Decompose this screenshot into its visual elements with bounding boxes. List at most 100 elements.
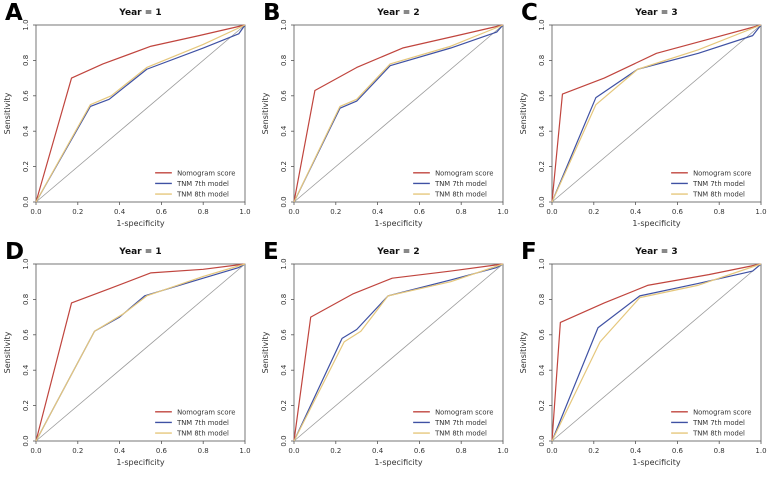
panel-letter-d: D [5, 239, 25, 265]
panel-letter-a: A [5, 0, 23, 26]
roc-curve-nomogram-score [551, 263, 762, 442]
roc-curve-nomogram-score [551, 24, 762, 203]
x-tick-label: 1.0 [497, 447, 508, 455]
legend-label: Nomogram score [177, 408, 235, 416]
x-tick-label: 0.4 [372, 208, 384, 216]
x-tick-label: 0.8 [714, 447, 725, 455]
diagonal-reference-line [551, 263, 762, 442]
diagonal-reference-line [293, 24, 504, 203]
x-tick-label: 0.8 [198, 447, 209, 455]
x-axis-label: 1-specificity [374, 219, 423, 228]
x-tick-label: 1.0 [755, 208, 766, 216]
y-tick-label: 0.4 [280, 364, 288, 376]
panel-e: E Year = 2 0.0 0.0 0.2 0.2 0.4 0.4 0.6 0.6 0.8 0.8… [258, 239, 516, 478]
roc-curve-tnm-8th-model [551, 263, 762, 442]
x-tick-label: 0.2 [588, 447, 599, 455]
plot-box [293, 263, 504, 442]
y-tick-label: 0.4 [280, 125, 288, 137]
y-tick-label: 0.0 [280, 435, 288, 446]
x-tick-label: 0.6 [672, 208, 684, 216]
roc-plot-e: Year = 2 0.00.0 0.2 0.2 0.4 0.4 0.6 0.6 0.8 0.8 1.… [261, 247, 509, 467]
legend-label: TNM 8th model [434, 430, 487, 438]
panel-letter-b: B [263, 0, 281, 26]
y-tick-label: 0.8 [22, 55, 30, 66]
y-axis-label: Sensitivity [519, 331, 528, 373]
y-tick-label: 0.0 [538, 435, 546, 446]
legend-label: Nomogram score [435, 408, 493, 416]
y-tick-label: 0.6 [538, 90, 546, 102]
x-tick-label: 0.4 [114, 208, 126, 216]
y-tick-label: 1.0 [280, 258, 288, 269]
panel-c: C Year = 3 0.0 0.0 0.2 0.2 0.4 0.4 0.6 0.6 0.8 0.8… [516, 0, 774, 239]
x-tick-label: 0.6 [156, 447, 168, 455]
y-tick-label: 0.6 [280, 329, 288, 341]
y-tick-label: 0.8 [22, 294, 30, 305]
y-tick-label: 0.4 [22, 125, 30, 137]
plot-title: Year = 3 [634, 247, 677, 257]
x-tick-label: 0.4 [372, 447, 384, 455]
x-tick-label: 0.0 [546, 208, 557, 216]
panel-b: B Year = 2 0.0 0.0 0.2 0.2 0.4 0.4 0.6 0.6 0.8 0.8… [258, 0, 516, 239]
legend-label: Nomogram score [693, 169, 751, 177]
roc-plot-c: Year = 3 0.00.0 0.2 0.2 0.4 0.4 0.6 0.6 0.8 0.8 1.… [519, 8, 767, 228]
diagonal-reference-line [35, 24, 246, 203]
plot-box [551, 263, 762, 442]
legend-label: TNM 7th model [692, 180, 745, 188]
diagonal-reference-line [293, 263, 504, 442]
roc-curve-nomogram-score [35, 24, 246, 203]
x-tick-label: 0.0 [30, 208, 41, 216]
legend-label: TNM 8th model [176, 430, 229, 438]
legend-label: TNM 8th model [176, 191, 229, 199]
roc-curve-nomogram-score [35, 263, 246, 442]
roc-plot-d: Year = 1 0.00.0 0.2 0.2 0.4 0.4 0.6 0.6 0.8 0.8 1.… [3, 247, 251, 467]
y-tick-label: 1.0 [22, 19, 30, 30]
legend-label: TNM 8th model [692, 430, 745, 438]
y-tick-label: 1.0 [538, 258, 546, 269]
y-tick-label: 0.6 [22, 329, 30, 341]
x-tick-label: 0.4 [630, 447, 642, 455]
x-axis-label: 1-specificity [116, 458, 165, 467]
x-tick-label: 0.4 [114, 447, 126, 455]
y-tick-label: 0.0 [22, 435, 30, 446]
legend-label: TNM 8th model [434, 191, 487, 199]
roc-curve-tnm-8th-model [551, 24, 762, 203]
roc-curve-tnm-8th-model [293, 263, 504, 442]
plot-title: Year = 1 [118, 247, 161, 257]
panel-letter-e: E [263, 239, 279, 265]
y-tick-label: 0.6 [22, 90, 30, 102]
y-axis-label: Sensitivity [261, 331, 270, 373]
y-tick-label: 0.4 [22, 364, 30, 376]
roc-plot-a: Year = 1 0.00.0 0.2 0.2 0.4 0.4 0.6 0.6 0.8 0.8 1.… [3, 8, 251, 228]
x-tick-label: 0.6 [156, 208, 168, 216]
legend-label: TNM 7th model [176, 180, 229, 188]
y-tick-label: 0.6 [538, 329, 546, 341]
roc-curve-nomogram-score [293, 24, 504, 203]
y-tick-label: 0.2 [538, 161, 546, 172]
legend-label: TNM 7th model [692, 419, 745, 427]
roc-curve-tnm-8th-model [35, 24, 246, 203]
panel-d: D Year = 1 0.0 0.0 0.2 0.2 0.4 0.4 0.6 0.6 0.8 0.8… [0, 239, 258, 478]
y-tick-label: 0.8 [280, 55, 288, 66]
roc-plot-b: Year = 2 0.00.0 0.2 0.2 0.4 0.4 0.6 0.6 0.8 0.8 1.… [261, 8, 509, 228]
y-tick-label: 0.2 [538, 400, 546, 411]
panel-f: F Year = 3 0.0 0.0 0.2 0.2 0.4 0.4 0.6 0.6 0.8 0.8… [516, 239, 774, 478]
y-tick-label: 0.8 [538, 294, 546, 305]
legend-label: Nomogram score [693, 408, 751, 416]
legend-label: TNM 7th model [176, 419, 229, 427]
plot-box [35, 24, 246, 203]
roc-curve-tnm-7th-model [35, 24, 246, 203]
y-tick-label: 0.2 [280, 161, 288, 172]
legend-label: Nomogram score [177, 169, 235, 177]
y-tick-label: 0.0 [538, 196, 546, 207]
x-tick-label: 0.6 [414, 447, 426, 455]
plot-box [293, 24, 504, 203]
x-tick-label: 0.0 [288, 208, 299, 216]
roc-plot-f: Year = 3 0.00.0 0.2 0.2 0.4 0.4 0.6 0.6 0.8 0.8 1.… [519, 247, 767, 467]
x-tick-label: 0.0 [288, 447, 299, 455]
legend-label: Nomogram score [435, 169, 493, 177]
y-tick-label: 0.6 [280, 90, 288, 102]
x-tick-label: 0.8 [714, 208, 725, 216]
panel-letter-c: C [521, 0, 538, 26]
y-tick-label: 1.0 [280, 19, 288, 30]
